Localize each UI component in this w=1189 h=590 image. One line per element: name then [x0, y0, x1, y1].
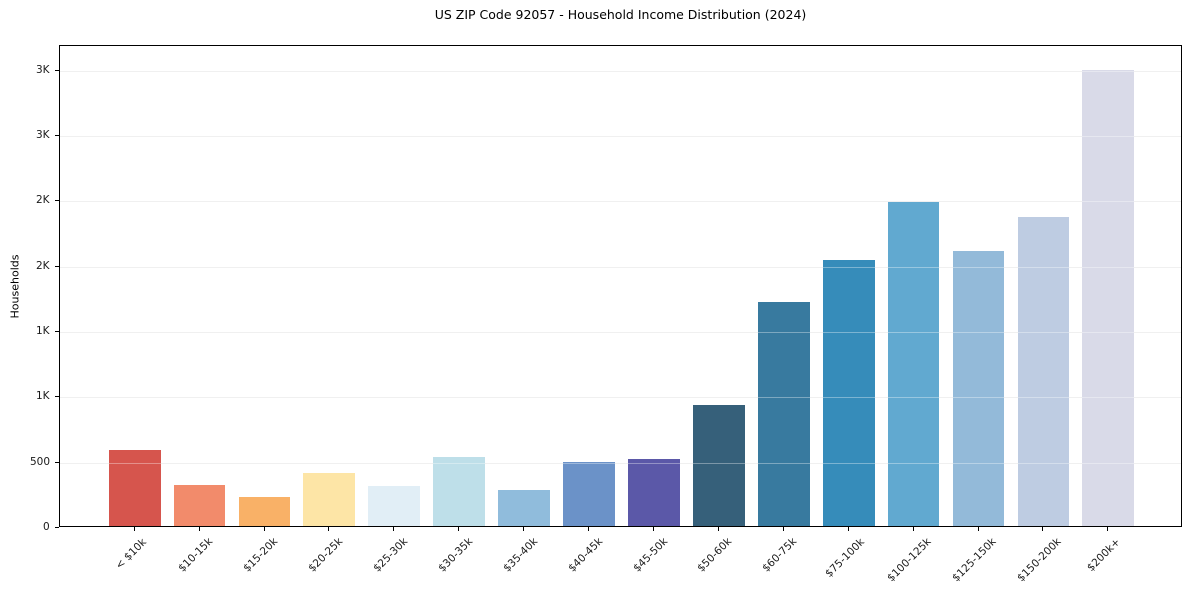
bar-< $10k	[108, 450, 161, 526]
gridline-y-2500	[60, 201, 1181, 203]
x-tick-mark-8	[588, 527, 589, 531]
x-tick-mark-15	[1042, 527, 1044, 531]
gridline-y-500	[60, 462, 1181, 464]
x-tick-mark-5	[393, 527, 395, 531]
gridline-y-2000	[60, 266, 1181, 268]
x-tick-mark-1	[133, 527, 135, 531]
bar-$150-200k	[1017, 217, 1070, 526]
x-tick-label-$15-20k: $15-20k	[241, 535, 281, 575]
bar-$100-125k	[887, 202, 940, 526]
x-tick-label-$150-200k: $150-200k	[1014, 536, 1064, 585]
x-tick-label-$50-60k: $50-60k	[695, 535, 735, 575]
y-tick-mark-3000	[55, 135, 59, 137]
x-tick-label-$125-150k: $125-150k	[950, 536, 999, 585]
y-tick-label-3500: 3K	[36, 63, 50, 76]
y-tick-mark-0	[55, 527, 59, 528]
x-tick-mark-6	[458, 527, 460, 531]
chart-title: US ZIP Code 92057 - Household Income Dis…	[434, 7, 807, 22]
gridline-y-3000	[60, 136, 1181, 138]
gridline-y-1000	[60, 397, 1181, 399]
bars-layer	[60, 46, 1181, 526]
x-tick-mark-14	[977, 527, 979, 531]
y-tick-mark-3500	[55, 69, 59, 71]
gridlines-under-layer	[60, 46, 1181, 526]
bar-$25-30k	[368, 486, 421, 526]
y-tick-mark-500	[55, 461, 59, 463]
gridlines-over-layer	[60, 46, 1181, 526]
x-tick-label-$40-45k: $40-45k	[565, 535, 605, 575]
y-tick-mark-1000	[55, 396, 59, 398]
y-tick-label-500: 500	[30, 455, 51, 468]
gridline-y-2000	[60, 266, 1181, 268]
bar-$200k+	[1082, 69, 1135, 526]
x-tick-label-$20-25k: $20-25k	[305, 535, 346, 575]
gridline-y-2500	[60, 201, 1181, 203]
y-tick-mark-1500	[55, 331, 59, 333]
x-tick-label-< $10k: < $10k	[113, 535, 149, 572]
x-tick-mark-4	[328, 527, 330, 531]
x-tick-mark-11	[782, 527, 784, 531]
y-tick-label-2000: 2K	[36, 259, 50, 272]
bar-$20-25k	[303, 473, 356, 526]
y-tick-label-1000: 1K	[36, 390, 50, 403]
x-tick-label-$60-75k: $60-75k	[760, 535, 800, 575]
x-tick-label-$200k+: $200k+	[1085, 536, 1124, 575]
gridline-y-500	[60, 462, 1181, 464]
bar-$15-20k	[238, 497, 291, 526]
x-tick-mark-12	[847, 527, 849, 531]
bar-$50-60k	[692, 405, 745, 526]
plot-area	[59, 45, 1182, 527]
y-tick-label-2500: 2K	[36, 194, 50, 207]
x-tick-mark-16	[1107, 527, 1109, 531]
gridline-y-3000	[60, 136, 1181, 138]
x-tick-label-$45-50k: $45-50k	[630, 535, 670, 575]
bar-$45-50k	[628, 459, 680, 526]
bar-$35-40k	[498, 489, 551, 526]
y-tick-label-0: 0	[43, 521, 50, 533]
x-tick-label-$35-40k: $35-40k	[500, 535, 540, 575]
gridline-y-1500	[60, 332, 1181, 334]
bar-$125-150k	[952, 250, 1005, 526]
x-tick-label-$100-125k: $100-125k	[885, 536, 934, 585]
x-tick-mark-2	[198, 527, 200, 531]
x-tick-label-$75-100k: $75-100k	[822, 535, 867, 580]
gridline-y-1500	[60, 332, 1181, 334]
y-tick-label-1500: 1K	[36, 325, 50, 338]
bar-$60-75k	[757, 301, 810, 526]
x-tick-label-$30-35k: $30-35k	[435, 535, 475, 575]
x-tick-mark-13	[912, 527, 914, 531]
x-tick-mark-9	[653, 527, 654, 531]
bar-$40-45k	[563, 461, 615, 526]
bar-$30-35k	[433, 457, 486, 526]
x-tick-mark-10	[717, 527, 719, 531]
gridline-y-1000	[60, 397, 1181, 399]
bar-$10-15k	[173, 484, 226, 526]
y-axis-label: Households	[8, 254, 22, 318]
y-tick-mark-2000	[55, 265, 59, 267]
x-tick-mark-7	[523, 527, 525, 531]
y-tick-label-3000: 3K	[36, 129, 50, 142]
x-tick-label-$25-30k: $25-30k	[370, 535, 410, 575]
x-tick-mark-3	[263, 527, 265, 531]
bar-$75-100k	[822, 259, 875, 526]
gridline-y-3500	[60, 70, 1181, 72]
gridline-y-3500	[60, 70, 1181, 72]
x-tick-label-$10-15k: $10-15k	[176, 535, 216, 575]
y-tick-mark-2500	[55, 200, 59, 202]
